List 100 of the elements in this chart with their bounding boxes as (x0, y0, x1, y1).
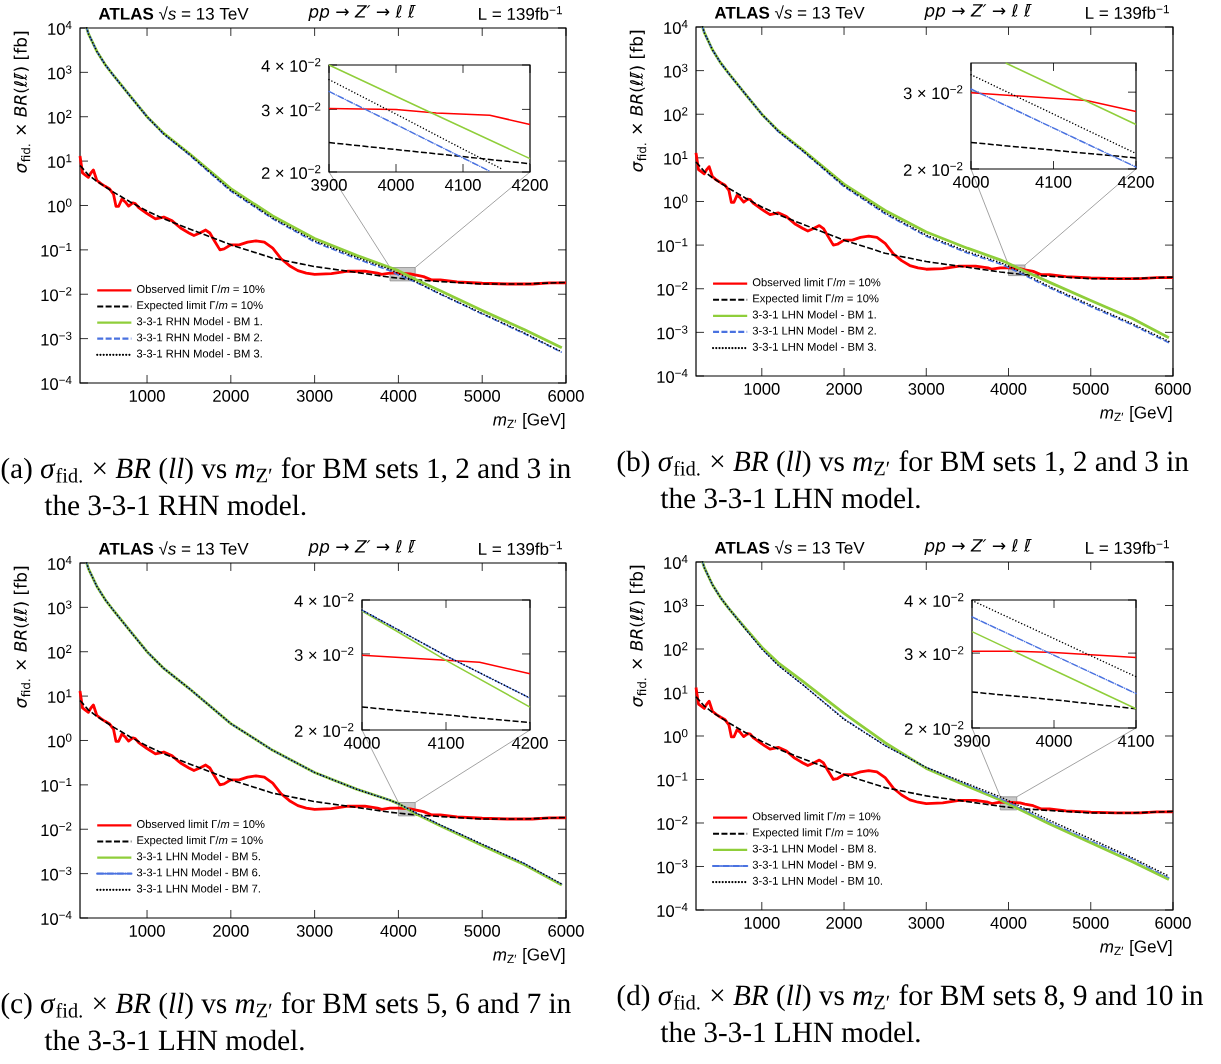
y-tick-label: 10$^{0}$ (664, 194, 688, 209)
x-tick-label: 3900 (311, 179, 347, 191)
x-tick-label: 1000 (744, 917, 780, 929)
y-tick-label: 3 × 10$^{−2}$ (261, 102, 321, 117)
y-tick-label: 10$^{4}$ (48, 556, 72, 570)
y-tick-label: 3 × 10$^{−2}$ (294, 647, 354, 661)
text: ATLAS √s = 13 TeV (98, 6, 249, 20)
legend-label: Observed limit Γ/m = 10% (752, 812, 881, 821)
legend-label: Expected limit Γ/m = 10% (753, 828, 879, 839)
text: L = 139fb$^{−1}$ (1086, 539, 1170, 554)
x-tick-label: 2000 (826, 917, 862, 929)
y-tick-label: 10$^{−1}$ (41, 242, 72, 257)
y-tick-label: 10$^{3}$ (48, 65, 72, 80)
x-tick-label: 4100 (1117, 735, 1154, 747)
text: pp → Z′ → ℓ ℓ̄ (924, 538, 1032, 556)
x-tick-label: 6000 (1155, 383, 1191, 395)
y-tick-label: 10$^{−2}$ (41, 287, 72, 302)
y-axis-title: σ$_{fid.}$ × BR(ℓℓ̄) [fb] (13, 566, 31, 708)
y-tick-label: 10$^{−4}$ (41, 911, 72, 925)
legend-label: 3-3-1 LHN Model - BM 10. (752, 876, 882, 885)
legend-label: 3-3-1 RHN Model - BM 3. (136, 349, 262, 358)
x-tick-label: 4000 (377, 179, 414, 191)
y-tick-label: 10$^{0}$ (664, 729, 688, 743)
legend-label: Observed limit Γ/m = 10% (752, 278, 881, 287)
x-tick-label: 4100 (444, 179, 481, 191)
x-tick-label: 2000 (213, 390, 249, 402)
x-tick-label: 4000 (990, 917, 1027, 929)
y-tick-label: 4 × 10$^{−2}$ (904, 593, 964, 607)
x-tick-label: 6000 (1155, 917, 1191, 929)
x-axis-title: m$_{Z′}$ [GeV] (1100, 406, 1172, 422)
x-tick-label: 4200 (511, 737, 548, 749)
x-tick-label: 1000 (129, 390, 165, 402)
x-tick-label: 4000 (343, 737, 380, 749)
legend-label: 3-3-1 LHN Model - BM 6. (136, 868, 260, 877)
text: (c) σ$_{fid.}$ × BR (ll) vs m$_{Z′}$ for BM sets 5, 6 and 7 in the 3-3-1 LHN model. (1, 992, 571, 1051)
y-tick-label: 10$^{4}$ (48, 21, 72, 35)
text: pp → Z′ → ℓ ℓ̄ (308, 539, 416, 557)
x-tick-label: 4000 (380, 925, 417, 937)
y-tick-label: 10$^{2}$ (48, 644, 72, 659)
legend-label: Expected limit Γ/m = 10% (137, 835, 263, 847)
x-tick-label: 4000 (990, 383, 1027, 395)
x-tick-label: 3000 (908, 383, 945, 395)
legend-label: 3-3-1 RHN Model - BM 2. (136, 333, 262, 342)
y-tick-label: 2 × 10$^{−2}$ (294, 723, 354, 737)
legend-label: 3-3-1 LHN Model - BM 5. (136, 852, 260, 861)
y-tick-label: 10$^{1}$ (664, 150, 688, 165)
x-tick-label: 4000 (952, 176, 989, 188)
y-tick-label: 10$^{1}$ (664, 685, 688, 700)
x-axis-title: m$_{Z′}$ [GeV] (1100, 940, 1172, 956)
x-tick-label: 6000 (548, 390, 584, 402)
y-tick-label: 10$^{−2}$ (657, 281, 688, 296)
y-axis-title: σ$_{fid.}$ × BR(ℓℓ̄) [fb] (629, 565, 647, 707)
text: (b) σ$_{fid.}$ × BR (ll) vs m$_{Z′}$ for BM sets 1, 2 and 3 in the 3-3-1 LHN model. (617, 450, 1189, 509)
x-tick-label: 2000 (213, 925, 249, 937)
y-tick-label: 10$^{1}$ (48, 689, 72, 704)
x-tick-label: 4100 (1035, 176, 1072, 188)
text: L = 139fb$^{−1}$ (479, 540, 563, 555)
y-tick-label: 4 × 10$^{−2}$ (261, 58, 321, 72)
legend-label: 3-3-1 LHN Model - BM 1. (752, 310, 876, 319)
y-tick-label: 10$^{0}$ (48, 198, 72, 213)
y-tick-label: 10$^{−4}$ (41, 376, 72, 390)
text: L = 139fb$^{−1}$ (1086, 4, 1170, 19)
x-tick-label: 5000 (464, 390, 501, 402)
y-tick-label: 2 × 10$^{−2}$ (903, 162, 963, 176)
x-tick-label: 2000 (826, 383, 862, 395)
x-tick-label: 5000 (1072, 383, 1109, 395)
y-tick-label: 10$^{1}$ (48, 154, 72, 169)
y-tick-label: 10$^{−3}$ (41, 866, 72, 881)
text: ATLAS √s = 13 TeV (714, 5, 865, 19)
y-axis-title: σ$_{fid.}$ × BR(ℓℓ̄) [fb] (13, 31, 31, 173)
y-tick-label: 2 × 10$^{−2}$ (904, 721, 964, 735)
y-axis-title: σ$_{fid.}$ × BR(ℓℓ̄) [fb] (629, 30, 647, 172)
x-tick-label: 3000 (908, 917, 945, 929)
y-tick-label: 10$^{−1}$ (657, 238, 688, 253)
x-tick-label: 4000 (1035, 735, 1072, 747)
text: L = 139fb$^{−1}$ (479, 5, 563, 20)
x-tick-label: 4000 (380, 390, 417, 402)
y-tick-label: 4 × 10$^{−2}$ (294, 593, 354, 607)
legend-label: 3-3-1 RHN Model - BM 1. (136, 317, 262, 326)
x-tick-label: 4100 (427, 737, 464, 749)
text: pp → Z′ → ℓ ℓ̄ (924, 3, 1032, 21)
text: (a) σ$_{fid.}$ × BR (ll) vs m$_{Z′}$ for BM sets 1, 2 and 3 in the 3-3-1 RHN model. (1, 457, 571, 516)
y-tick-label: 10$^{−3}$ (657, 325, 688, 340)
x-tick-label: 6000 (548, 925, 584, 937)
x-tick-label: 1000 (744, 383, 780, 395)
legend-label: Expected limit Γ/m = 10% (137, 300, 263, 312)
y-tick-label: 10$^{4}$ (664, 555, 688, 569)
y-tick-label: 10$^{2}$ (664, 642, 688, 656)
y-tick-label: 10$^{0}$ (48, 733, 72, 748)
y-tick-label: 10$^{3}$ (664, 63, 688, 78)
y-tick-label: 3 × 10$^{−2}$ (903, 85, 963, 100)
y-tick-label: 2 × 10$^{−2}$ (261, 165, 321, 179)
x-tick-label: 4200 (1117, 176, 1154, 188)
legend-label: Expected limit Γ/m = 10% (753, 294, 879, 305)
legend-label: 3-3-1 LHN Model - BM 7. (136, 884, 260, 893)
x-tick-label: 5000 (1072, 917, 1109, 929)
y-tick-label: 10$^{−3}$ (41, 331, 72, 346)
y-tick-label: 10$^{−4}$ (657, 903, 688, 917)
y-tick-label: 10$^{−1}$ (41, 777, 72, 792)
y-tick-label: 10$^{−4}$ (657, 369, 688, 383)
